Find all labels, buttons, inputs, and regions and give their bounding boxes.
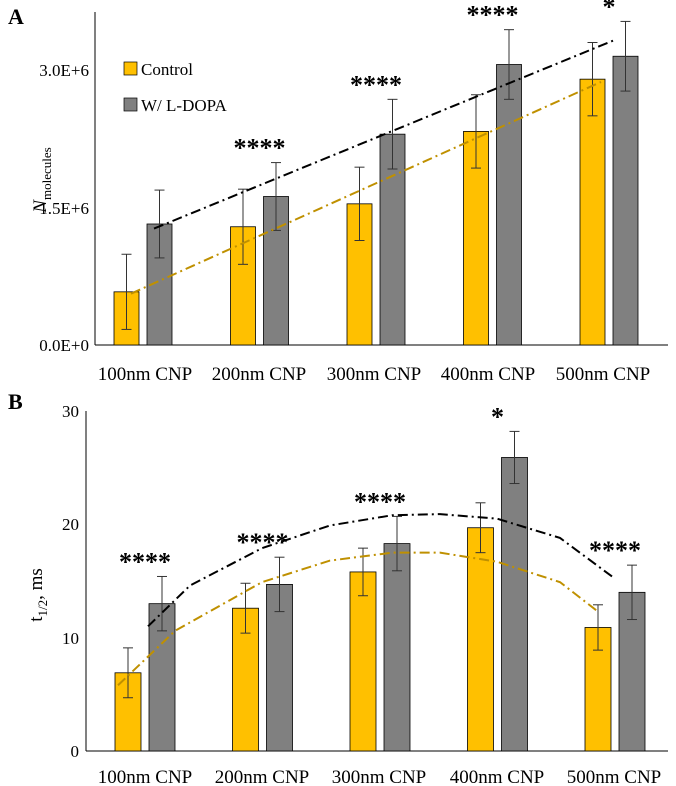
panel-b-xtick-0: 100nm CNP — [98, 767, 193, 786]
panel-a-label: A — [8, 4, 24, 29]
panel-a-ylabel-sub: molecules — [39, 147, 54, 200]
panel-a-bar-s0-c2 — [346, 203, 373, 346]
panel-b-bar-s0-c3 — [467, 527, 494, 752]
panel-b-xtick-1: 200nm CNP — [215, 767, 310, 786]
panel-a-significance-1: **** — [234, 134, 286, 163]
legend-label-ldopa: W/ L-DOPA — [141, 96, 228, 115]
panel-a-xtick-3: 400nm CNP — [441, 364, 536, 385]
panel-b-ytick-3: 30 — [62, 402, 79, 421]
panel-a-bar-s1-c3 — [496, 64, 522, 346]
panel-b-ylabel-sub: 1/2 — [35, 600, 50, 617]
panel-b-bar-s1-c3 — [501, 457, 528, 752]
panel-a-xtick-4: 500nm CNP — [556, 364, 651, 385]
panel-b-significance-0: **** — [119, 547, 171, 576]
panel-b-ytick-2: 20 — [62, 515, 79, 534]
panel-a-xtick-2: 300nm CNP — [327, 364, 422, 385]
panel-b-marks: ***************** — [114, 402, 646, 752]
panel-b-significance-4: **** — [589, 536, 641, 565]
legend-label-control: Control — [141, 60, 193, 79]
panel-b-bar-s1-c2 — [383, 543, 411, 752]
legend-swatch-ldopa — [123, 97, 138, 112]
panel-a-bar-s0-c4 — [579, 78, 606, 346]
panel-b-significance-1: **** — [237, 528, 289, 557]
panel-b-xtick-4: 500nm CNP — [567, 767, 662, 786]
panel-b: B 0 10 20 30 t1/2, ms 100nm CNP 200nm CN… — [8, 389, 668, 786]
panel-a-ytick-1: 1.5E+6 — [39, 199, 89, 218]
panel-b-xtick-2: 300nm CNP — [332, 767, 427, 786]
panel-b-bar-s1-c1 — [266, 584, 293, 752]
panel-a-legend: Control W/ L-DOPA — [123, 60, 228, 115]
panel-a-ytick-2: 3.0E+6 — [39, 61, 89, 80]
panel-a-trendline-ldopa — [153, 39, 614, 230]
panel-a-ytick-0: 0.0E+0 — [39, 336, 89, 355]
panel-a-significance-3: **** — [467, 1, 519, 30]
panel-a-xtick-0: 100nm CNP — [98, 364, 193, 385]
panel-b-trendline-ldopa — [147, 513, 613, 628]
panel-b-bar-s0-c0 — [114, 672, 142, 752]
panel-a-trendline-control — [130, 81, 602, 295]
panel-b-ytick-0: 0 — [71, 742, 80, 761]
panel-b-significance-2: **** — [354, 487, 406, 516]
panel-a-significance-2: **** — [350, 70, 402, 99]
panel-b-xtick-3: 400nm CNP — [450, 767, 545, 786]
panel-b-trendline-control — [117, 551, 599, 686]
panel-b-label: B — [8, 389, 23, 414]
panel-b-ylabel-main: t — [26, 616, 47, 622]
panel-b-significance-3: * — [491, 402, 504, 431]
panel-a-xtick-1: 200nm CNP — [212, 364, 307, 385]
legend-swatch-control — [123, 61, 138, 76]
panel-a-bar-s1-c4 — [612, 55, 639, 346]
panel-a-ylabel-main: N — [30, 199, 51, 214]
panel-a-marks: ************ * — [113, 0, 639, 346]
panel-b-y-axis-label: t1/2, ms — [26, 568, 50, 622]
panel-a-y-axis-label: Nmolecules — [30, 147, 54, 213]
panel-a: A 0.0E+0 1.5E+6 3.0E+6 Nmolecules 100nm … — [8, 0, 668, 385]
panel-b-ylabel-unit: , ms — [26, 568, 47, 600]
panel-b-bar-s0-c2 — [349, 571, 377, 752]
panel-a-significance-4: * — [603, 0, 616, 21]
panel-b-ytick-1: 10 — [62, 629, 79, 648]
